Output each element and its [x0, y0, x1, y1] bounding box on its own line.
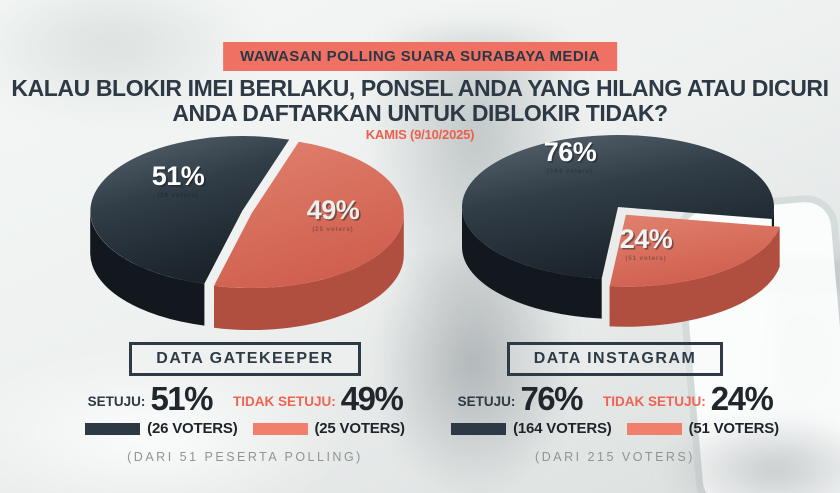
agree-percent: 51% — [150, 380, 213, 417]
pie-voters-sublabel: (51 voters) — [625, 256, 666, 262]
disagree-percent: 49% — [340, 380, 404, 417]
pie-percent-label: 49% — [308, 197, 361, 227]
agree-label: SETUJU: — [457, 394, 516, 410]
disagree-voters: (51 VOTERS) — [688, 420, 780, 438]
disagree-label: TIDAK SETUJU: — [233, 394, 336, 410]
pie-slice-side — [90, 210, 205, 326]
agree-color-swatch — [85, 422, 141, 435]
pie-slice-setuju — [90, 135, 290, 284]
pie-slice-side — [771, 207, 774, 260]
agree-voters: (26 VOTERS) — [147, 420, 238, 438]
panel-instagram: DATA INSTAGRAM SETUJU: 76% TIDAK SETUJU:… — [425, 342, 805, 464]
agree-percent: 76% — [520, 380, 583, 417]
disagree-voters: (25 VOTERS) — [314, 420, 406, 438]
disagree-color-swatch — [252, 422, 308, 435]
disagree-color-swatch — [626, 422, 682, 435]
background-gray-band — [752, 260, 840, 292]
pie-percent-label: 76% — [545, 139, 598, 169]
agree-label: SETUJU: — [87, 394, 146, 410]
pie-percent-label: 49% — [307, 195, 360, 225]
pie-voters-sublabel: (164 voters) — [547, 169, 593, 175]
pie-percent-label: 24% — [621, 226, 674, 256]
pie-chart-data-instagram: 76%76%(164 voters)24%24%(51 voters) — [462, 135, 780, 327]
pie-slice-side — [462, 207, 602, 319]
pie-chart-data-gatekeeper: 51%51%(26 voters)49%49%(25 voters) — [90, 135, 404, 331]
total-participants: (DARI 51 PESERTA POLLING) — [127, 450, 363, 465]
pie-slice-setuju — [462, 135, 775, 279]
disagree-label: TIDAK SETUJU: — [603, 394, 706, 410]
panel-gatekeeper: DATA GATEKEEPER SETUJU: 51% TIDAK SETUJU… — [55, 342, 435, 464]
pie-slice-tidak-setuju — [609, 214, 780, 287]
pie-percent-label: 51% — [153, 163, 206, 193]
pie-percent-label: 24% — [620, 224, 673, 254]
pie-voters-sublabel: (25 voters) — [312, 227, 353, 233]
chart-label-box-instagram: DATA INSTAGRAM — [506, 342, 724, 376]
pie-voters-sublabel: (26 voters) — [157, 193, 198, 199]
stats-row: SETUJU: 76% TIDAK SETUJU: 24% — [425, 380, 805, 417]
chart-label-box-gatekeeper: DATA GATEKEEPER — [129, 342, 361, 376]
total-participants: (DARI 215 VOTERS) — [535, 450, 695, 465]
poll-question-title: KALAU BLOKIR IMEI BERLAKU, PONSEL ANDA Y… — [0, 75, 840, 127]
poll-date: KAMIS (9/10/2025) — [365, 127, 475, 142]
pie-slice-side — [214, 213, 404, 331]
voters-row: (164 VOTERS) (51 VOTERS) — [425, 420, 805, 437]
voters-row: (26 VOTERS) (25 VOTERS) — [55, 420, 435, 437]
agree-color-swatch — [451, 422, 507, 435]
poll-question-line1: KALAU BLOKIR IMEI BERLAKU, PONSEL ANDA Y… — [11, 75, 829, 101]
pie-slice-side — [609, 226, 780, 327]
banner: WAWASAN POLLING SUARA SURABAYA MEDIA — [223, 42, 617, 71]
pie-slice-tidak-setuju — [214, 141, 404, 289]
stats-row: SETUJU: 51% TIDAK SETUJU: 49% — [55, 380, 435, 417]
poll-question-line2: ANDA DAFTARKAN UNTUK DIBLOKIR TIDAK? — [172, 100, 668, 127]
pie-percent-label: 51% — [152, 161, 205, 191]
disagree-percent: 24% — [710, 380, 774, 417]
agree-voters: (164 VOTERS) — [513, 420, 612, 438]
